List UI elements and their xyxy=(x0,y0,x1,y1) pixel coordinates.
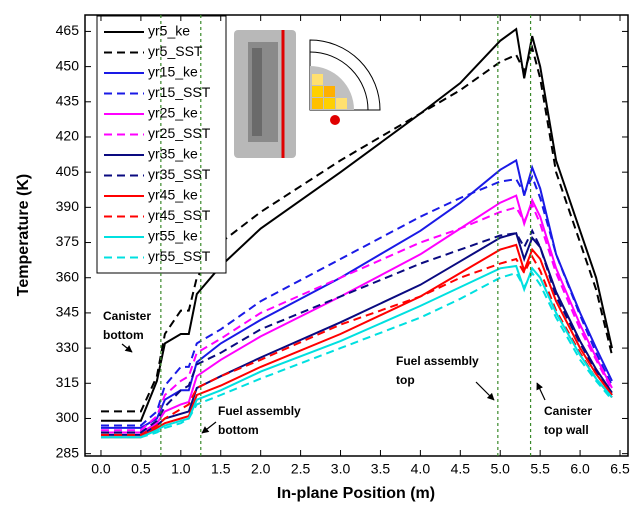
x-tick-label: 4.5 xyxy=(451,461,471,477)
legend-label: yr45_ke xyxy=(148,187,198,203)
y-axis-label: Temperature (K) xyxy=(15,174,32,296)
legend-label: yr55_ke xyxy=(148,228,198,244)
annotation: top xyxy=(396,373,415,387)
legend-label: yr5_SST xyxy=(148,43,203,59)
x-tick-label: 3.0 xyxy=(331,461,351,477)
annotation-arrow xyxy=(536,382,546,401)
annotation-arrow xyxy=(121,343,133,353)
legend-label: yr35_ke xyxy=(148,146,198,162)
series-line xyxy=(101,271,613,439)
x-tick-label: 0.0 xyxy=(91,461,111,477)
x-tick-label: 6.5 xyxy=(610,461,630,477)
y-tick-label: 405 xyxy=(56,163,80,179)
cell xyxy=(312,98,323,109)
y-tick-label: 420 xyxy=(56,128,80,144)
annotation: Fuel assembly xyxy=(396,354,479,368)
inset-diagram xyxy=(230,22,381,162)
x-tick-label: 6.0 xyxy=(570,461,590,477)
x-tick-label: 2.0 xyxy=(251,461,271,477)
y-tick-label: 315 xyxy=(56,374,80,390)
series-layer xyxy=(101,27,613,439)
x-tick-label: 0.5 xyxy=(131,461,151,477)
cell xyxy=(324,86,335,97)
legend-label: yr15_ke xyxy=(148,64,198,80)
annotation: bottom xyxy=(218,423,259,437)
annotation: Fuel assembly xyxy=(218,404,301,418)
legend-label: yr25_SST xyxy=(148,125,211,141)
x-tick-label: 1.0 xyxy=(171,461,191,477)
legend-label: yr55_SST xyxy=(148,248,211,264)
annotation-arrow xyxy=(475,381,495,401)
quarter-wall xyxy=(309,51,369,111)
y-tick-label: 375 xyxy=(56,233,80,249)
annotation: Canister xyxy=(103,309,151,323)
annotation: top wall xyxy=(544,423,589,437)
legend-label: yr25_ke xyxy=(148,105,198,121)
annotation-arrow xyxy=(201,421,217,434)
series-line xyxy=(101,194,613,434)
probe-point xyxy=(330,115,340,125)
x-tick-label: 4.0 xyxy=(411,461,431,477)
y-tick-label: 390 xyxy=(56,198,80,214)
x-tick-label: 3.5 xyxy=(371,461,391,477)
cell xyxy=(336,98,347,109)
plot-frame xyxy=(84,14,629,457)
series-line xyxy=(101,44,613,413)
legend-label: yr5_ke xyxy=(148,23,190,39)
y-tick-label: 435 xyxy=(56,92,80,108)
series-line xyxy=(101,174,613,427)
x-tick-label: 5.0 xyxy=(491,461,511,477)
legend-box xyxy=(96,15,227,274)
y-tick-label: 300 xyxy=(56,409,80,425)
legend-label: yr15_SST xyxy=(148,84,211,100)
cell xyxy=(324,98,335,109)
y-tick-label: 345 xyxy=(56,304,80,320)
x-axis-label: In-plane Position (m) xyxy=(277,485,435,502)
series-line xyxy=(101,264,613,439)
y-tick-label: 360 xyxy=(56,268,80,284)
annotation: Canister xyxy=(544,404,592,418)
y-tick-label: 285 xyxy=(56,444,80,460)
assembly xyxy=(252,48,262,136)
series-line xyxy=(101,254,613,436)
y-tick-label: 465 xyxy=(56,22,80,38)
x-tick-label: 2.5 xyxy=(291,461,311,477)
annotation: bottom xyxy=(103,328,144,342)
x-tick-label: 1.5 xyxy=(211,461,231,477)
x-tick-label: 5.5 xyxy=(530,461,550,477)
cell xyxy=(312,74,323,85)
series-line xyxy=(101,228,613,434)
cell xyxy=(312,86,323,97)
legend-label: yr35_SST xyxy=(148,166,211,182)
y-tick-label: 450 xyxy=(56,57,80,73)
legend-label: yr45_SST xyxy=(148,207,211,223)
y-tick-label: 330 xyxy=(56,339,80,355)
